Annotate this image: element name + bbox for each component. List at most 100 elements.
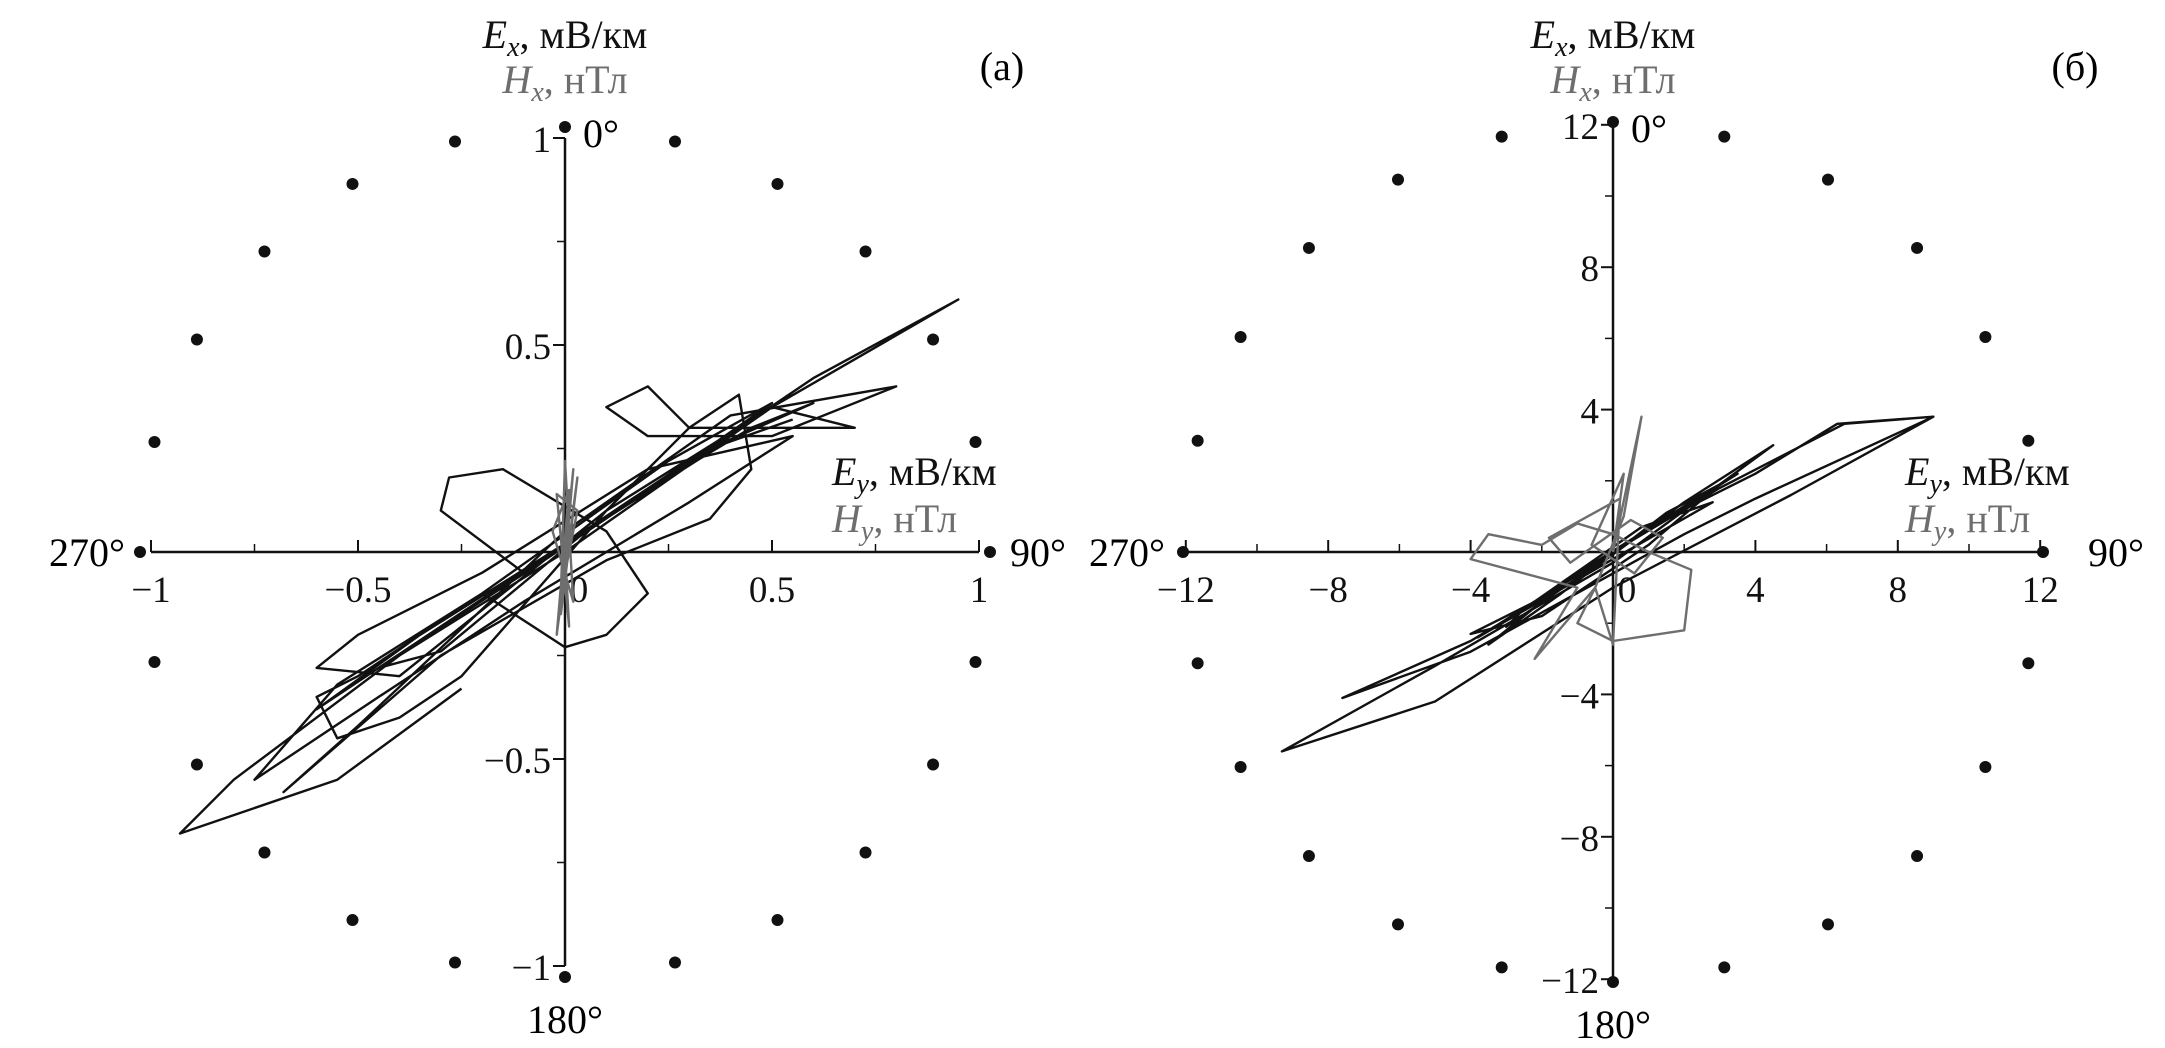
angle-label-180: 180° <box>1575 1002 1651 1047</box>
x-axis-title-e-subscript: y <box>1926 469 1942 500</box>
direction-dot-45 <box>859 245 872 258</box>
direction-dot-90 <box>984 546 996 558</box>
y-axis-title-h: Hx, нТл <box>501 57 627 108</box>
y-axis-title-e-subscript: x <box>1554 32 1568 63</box>
x-axis-title-h: Hy, нТл <box>831 496 957 547</box>
direction-dot-285 <box>1191 434 1204 447</box>
direction-dot-165 <box>1718 961 1731 974</box>
series-E-hodograph <box>178 298 960 835</box>
x-tick-label: 0.5 <box>749 570 795 611</box>
x-tick-label: −4 <box>1451 570 1490 611</box>
x-axis-title-e-symbol: E <box>1904 449 1929 494</box>
direction-dot-60 <box>927 333 940 346</box>
y-axis-title-e: Ex, мВ/км <box>1530 12 1696 63</box>
x-axis-title-e: Ey, мВ/км <box>831 449 997 500</box>
x-tick-label: 1 <box>970 570 989 611</box>
direction-dot-150 <box>771 914 784 927</box>
direction-dot-210 <box>346 914 359 927</box>
x-tick-label: −12 <box>1157 570 1215 611</box>
y-axis-title-e-unit: , мВ/км <box>520 12 648 57</box>
direction-dot-60 <box>1979 331 1992 343</box>
panel-label: (а) <box>980 44 1024 89</box>
direction-dot-270 <box>134 546 146 558</box>
x-axis-title-e-symbol: E <box>831 449 856 494</box>
y-tick-label: −8 <box>1560 819 1599 860</box>
x-axis-title-e-unit: , мВ/км <box>1942 449 2070 494</box>
series-H-hodograph <box>1469 415 1693 660</box>
direction-dot-270 <box>1177 546 1189 558</box>
x-tick-label: −8 <box>1309 570 1348 611</box>
direction-dot-180 <box>559 971 571 983</box>
direction-dot-225 <box>258 846 271 859</box>
direction-dot-225 <box>1302 850 1315 863</box>
direction-dot-195 <box>449 956 462 969</box>
direction-dot-195 <box>1495 961 1508 974</box>
y-tick-label: −0.5 <box>484 741 551 782</box>
y-axis-title-h-unit: , нТл <box>1592 57 1676 102</box>
direction-dot-135 <box>859 846 872 859</box>
origin-label: 0 <box>1618 570 1637 611</box>
y-tick-label: 0.5 <box>505 327 551 368</box>
y-tick-label: 8 <box>1581 249 1600 290</box>
y-tick-label: −4 <box>1560 676 1599 717</box>
direction-dot-15 <box>1718 130 1731 143</box>
x-axis-title-e-subscript: y <box>853 469 869 500</box>
direction-dot-255 <box>1191 657 1204 670</box>
direction-dot-105 <box>2022 657 2035 670</box>
direction-dot-120 <box>1979 761 1992 773</box>
direction-dot-315 <box>258 245 271 258</box>
direction-dot-135 <box>1911 850 1924 863</box>
direction-dot-105 <box>969 655 982 668</box>
y-axis-title-e-symbol: E <box>482 12 507 57</box>
direction-dot-345 <box>449 135 462 148</box>
y-tick-label: 12 <box>1562 107 1599 148</box>
y-axis-title-e-unit: , мВ/км <box>1568 12 1696 57</box>
direction-dot-345 <box>1495 130 1508 143</box>
x-axis-title-h: Hy, нТл <box>1904 496 2030 547</box>
x-tick-label: −0.5 <box>324 570 391 611</box>
x-axis-title-h-subscript: y <box>858 516 874 547</box>
direction-dot-75 <box>969 436 982 449</box>
direction-dot-150 <box>1822 918 1834 931</box>
angle-label-270: 270° <box>1089 530 1165 575</box>
direction-dot-300 <box>1234 331 1247 343</box>
x-tick-label: 4 <box>1746 570 1765 611</box>
angle-label-0: 0° <box>1631 106 1667 151</box>
direction-dot-255 <box>148 655 161 668</box>
y-tick-label: −1 <box>512 948 551 989</box>
direction-dot-30 <box>771 177 784 190</box>
direction-dot-330 <box>346 177 359 190</box>
direction-dot-0 <box>1607 116 1619 128</box>
direction-dot-165 <box>668 956 681 969</box>
y-axis-title-h: Hx, нТл <box>1549 57 1675 108</box>
direction-dot-15 <box>668 135 681 148</box>
panel-label: (б) <box>2052 44 2099 89</box>
y-axis-title-e-subscript: x <box>506 32 520 63</box>
panel-b: −12−12−8−8−4−44488121200°90°180°270°Ex, … <box>1089 12 2144 1047</box>
x-axis-title-h-subscript: y <box>1931 516 1947 547</box>
y-tick-label: −12 <box>1541 961 1599 1002</box>
angle-label-180: 180° <box>527 997 603 1042</box>
direction-dot-180 <box>1607 976 1619 988</box>
direction-dot-330 <box>1392 173 1404 186</box>
x-tick-label: 12 <box>2022 570 2059 611</box>
angle-label-0: 0° <box>583 111 619 156</box>
direction-dot-315 <box>1302 241 1315 254</box>
y-tick-label: 4 <box>1581 392 1600 433</box>
angle-label-90: 90° <box>1010 530 1066 575</box>
direction-dot-90 <box>2037 546 2049 558</box>
y-tick-label: 1 <box>533 120 552 161</box>
direction-dot-300 <box>190 333 203 346</box>
y-axis-title-e-symbol: E <box>1530 12 1555 57</box>
direction-dot-120 <box>927 758 940 771</box>
x-axis-title-h-symbol: H <box>1904 496 1936 541</box>
y-axis-title-h-unit: , нТл <box>544 57 628 102</box>
x-axis-title-e: Ey, мВ/км <box>1904 449 2070 500</box>
direction-dot-210 <box>1392 918 1404 931</box>
y-axis-title-h-subscript: x <box>1578 77 1592 108</box>
direction-dot-30 <box>1822 173 1834 186</box>
x-tick-label: −1 <box>131 570 170 611</box>
y-axis-title-h-symbol: H <box>501 57 533 102</box>
direction-dot-0 <box>559 121 571 133</box>
